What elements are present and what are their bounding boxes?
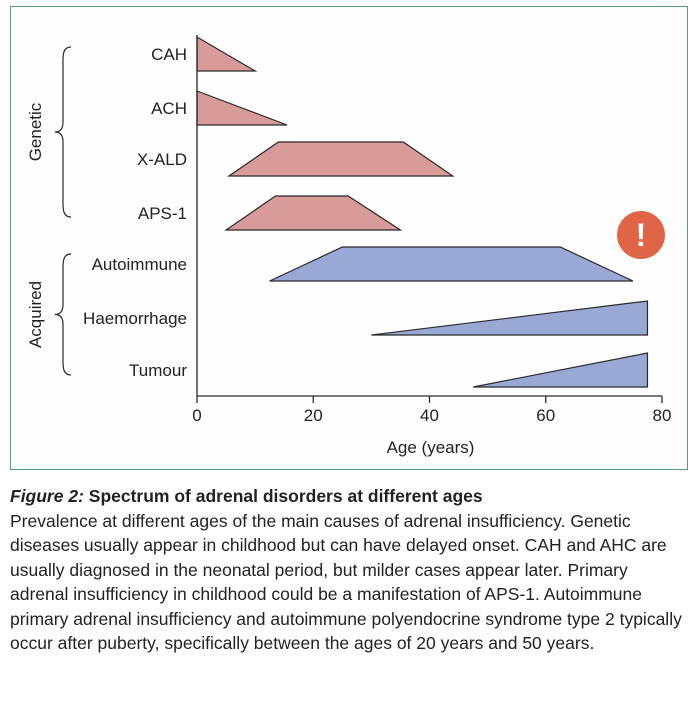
category-label-haemorrhage: Haemorrhage xyxy=(83,309,187,328)
category-label-tumour: Tumour xyxy=(129,361,187,380)
range-shape-ach xyxy=(196,90,288,126)
x-tick-label-0: 0 xyxy=(192,406,201,425)
x-tick-label-60: 60 xyxy=(536,406,555,425)
x-tick-label-20: 20 xyxy=(304,406,323,425)
category-label-ach: ACH xyxy=(151,99,187,118)
caption-title: Spectrum of adrenal disorders at differe… xyxy=(88,486,483,506)
x-axis-title: Age (years) xyxy=(387,438,475,457)
range-shape-tumour xyxy=(472,352,649,388)
exclamation-alert-icon xyxy=(617,211,665,259)
x-tick-label-80: 80 xyxy=(653,406,672,425)
x-tick-label-40: 40 xyxy=(420,406,439,425)
group-genetic-brace xyxy=(54,46,72,218)
category-label-cah: CAH xyxy=(151,45,187,64)
category-label-x-ald: X-ALD xyxy=(137,150,187,169)
chart-panel: CAH ACH X-ALD APS-1 Autoimmune Haemorrhage Tum… xyxy=(10,6,688,470)
caption-body: Prevalence at different ages of the main… xyxy=(10,510,682,654)
range-shape-haemorrhage xyxy=(371,300,649,336)
group-label-acquired: Acquired xyxy=(26,281,45,348)
range-shape-autoimmune xyxy=(269,246,634,282)
group-label-genetic: Genetic xyxy=(26,102,45,161)
adrenal-spectrum-chart: CAH ACH X-ALD APS-1 Autoimmune Haemorrhage Tum… xyxy=(26,35,672,457)
range-shape-cah xyxy=(196,35,258,72)
figure-caption: Figure 2: Spectrum of adrenal disorders … xyxy=(10,484,690,656)
exclamation-alert-icon-glyph: ! xyxy=(636,217,647,253)
caption-title-line: Figure 2: Spectrum of adrenal disorders … xyxy=(10,484,690,509)
figure-label: Figure 2: xyxy=(10,486,84,506)
category-label-aps-1: APS-1 xyxy=(138,204,187,223)
category-label-autoimmune: Autoimmune xyxy=(92,255,187,274)
range-shape-x-ald xyxy=(227,141,455,177)
group-acquired-brace xyxy=(54,253,72,376)
range-shape-aps-1 xyxy=(224,195,403,231)
